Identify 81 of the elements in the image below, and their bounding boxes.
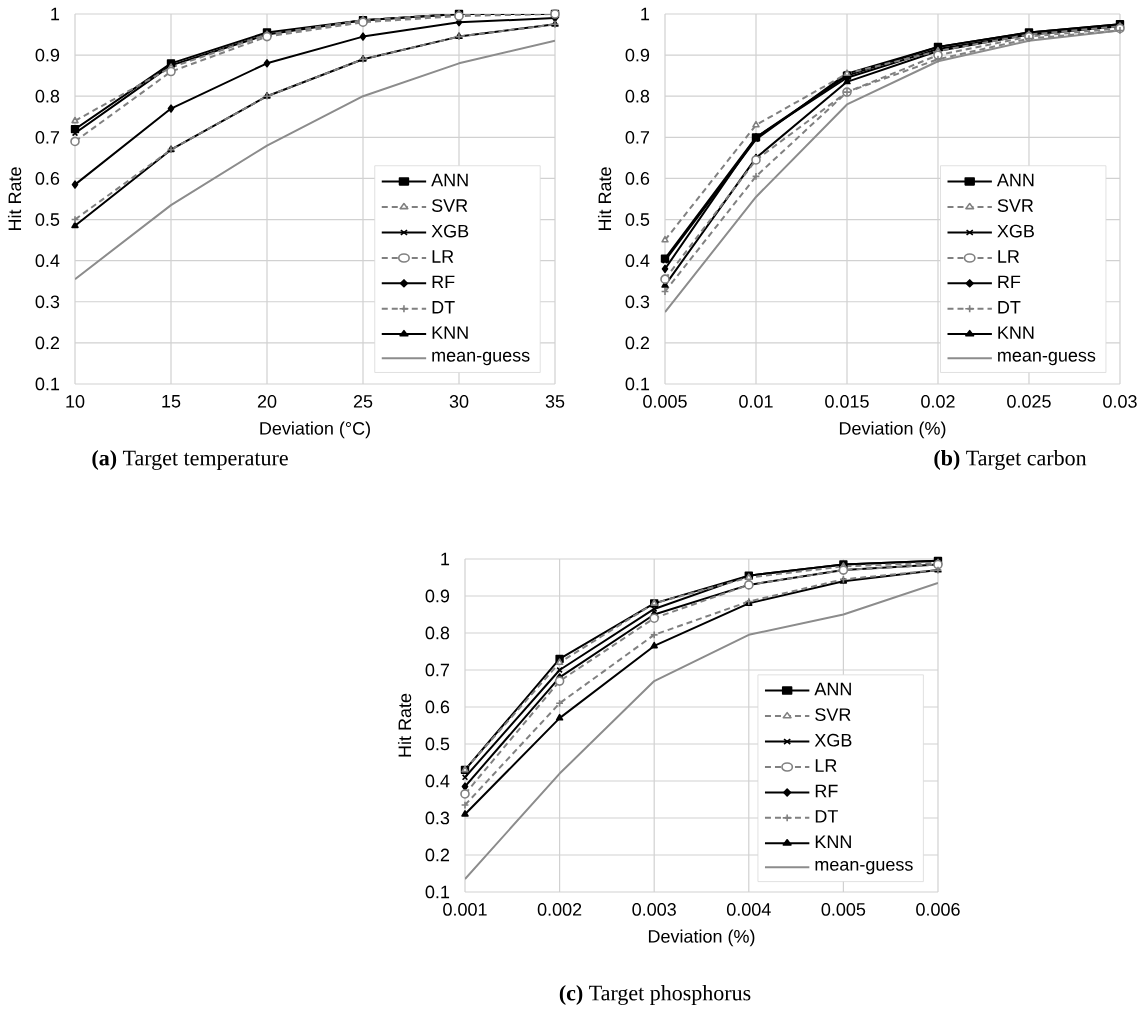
y-tick-label: 0.1 [425, 885, 450, 899]
legend-label: mean-guess [998, 351, 1096, 366]
legend-label: DT [998, 301, 1021, 314]
x-tick-label: 20 [257, 395, 277, 408]
x-tick-label: 35 [545, 395, 565, 408]
y-tick-label: 0.3 [35, 295, 60, 309]
y-tick-label: 0.3 [625, 295, 650, 309]
x-tick-label: 0.025 [1007, 395, 1051, 408]
y-tick-label: 0.9 [35, 48, 60, 62]
x-tick-label: 30 [449, 395, 469, 408]
x-tick-label: 0.02 [921, 395, 955, 408]
x-tick-label: 0.006 [916, 903, 960, 916]
legend-label: SVR [997, 199, 1034, 212]
x-tick-label: 0.03 [1103, 395, 1137, 408]
y-tick-label: 0.7 [35, 130, 60, 144]
y-tick-label: 0.4 [625, 254, 650, 268]
y-tick-label: 0.1 [35, 377, 60, 391]
y-tick-label: 0.3 [425, 811, 450, 825]
x-tick-label: 0.002 [537, 903, 582, 916]
legend-label: RF [815, 784, 838, 798]
y-tick-label: 0.2 [625, 336, 650, 350]
x-tick-label: 0.001 [443, 903, 487, 916]
x-tick-label: 0.01 [739, 395, 773, 408]
legend-label: KNN [815, 835, 851, 848]
x-axis-title: Deviation (%) [839, 421, 946, 439]
x-tick-label: 0.004 [726, 903, 771, 916]
x-tick-label: 0.005 [821, 903, 866, 916]
legend-label: SVR [815, 708, 851, 721]
y-tick-label: 0.6 [625, 172, 650, 185]
legend-label: KNN [432, 326, 468, 339]
legend-label: SVR [431, 199, 468, 212]
legend-label: mean-guess [815, 860, 913, 875]
y-tick-label: 0.4 [425, 774, 450, 788]
y-tick-label: 0.2 [425, 848, 450, 862]
y-tick-label: 0.5 [625, 213, 650, 226]
legend-label: mean-guess [432, 351, 530, 366]
x-tick-label: 25 [353, 395, 373, 408]
y-axis-title: Hit Rate [7, 167, 22, 231]
legend-label: LR [998, 250, 1020, 263]
y-axis-title: Hit Rate [597, 167, 612, 231]
y-tick-label: 0.6 [35, 172, 60, 185]
y-tick-label: 0.5 [425, 737, 450, 751]
y-tick-label: 1 [51, 7, 60, 21]
x-tick-label: 0.005 [643, 395, 687, 408]
y-tick-label: 0.2 [35, 336, 60, 350]
legend-label: RF [998, 275, 1021, 289]
y-tick-label: 0.5 [35, 213, 60, 226]
legend-label: ANN [814, 682, 851, 696]
x-tick-label: 10 [66, 395, 85, 408]
text: (c) Target phosphorus [559, 985, 751, 1005]
legend-label: ANN [431, 173, 468, 187]
y-tick-label: 0.6 [425, 700, 450, 714]
y-tick-label: 1 [441, 552, 450, 566]
y-tick-label: 0.8 [35, 89, 60, 103]
legend-label: XGB [814, 733, 852, 747]
x-tick-label: 15 [162, 395, 181, 408]
text: (b) Target carbon [934, 450, 1087, 470]
y-axis-title: Hit Rate [397, 693, 412, 757]
legend-label: XGB [997, 224, 1034, 238]
y-tick-label: 0.8 [425, 626, 450, 640]
legend-label: LR [815, 759, 837, 772]
legend-label: DT [432, 301, 455, 314]
legend-label: LR [432, 250, 454, 263]
x-tick-label: 0.015 [825, 395, 869, 408]
x-axis-title: Deviation (%) [648, 929, 755, 947]
y-tick-label: 0.4 [35, 254, 60, 268]
x-axis-title: Deviation (°C) [260, 421, 370, 439]
y-tick-label: 0.1 [625, 377, 650, 391]
legend-label: KNN [998, 326, 1034, 339]
text: (a) Target temperature [92, 450, 288, 470]
legend-label: DT [815, 810, 838, 823]
legend-label: RF [432, 275, 455, 289]
y-tick-label: 0.7 [425, 663, 450, 677]
legend-label: ANN [996, 173, 1034, 187]
y-tick-label: 1 [641, 7, 650, 21]
y-tick-label: 0.9 [425, 589, 450, 603]
y-tick-label: 0.8 [625, 89, 650, 103]
y-tick-label: 0.7 [625, 130, 650, 144]
legend-label: XGB [431, 224, 469, 238]
y-tick-label: 0.9 [625, 48, 650, 62]
x-tick-label: 0.003 [632, 903, 676, 916]
